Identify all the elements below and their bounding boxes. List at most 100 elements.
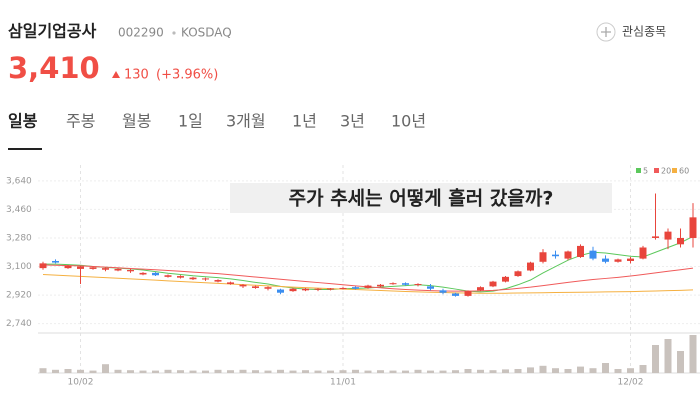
- candle-body: [689, 217, 697, 238]
- volume-bar: [77, 369, 84, 373]
- volume-bar: [102, 364, 109, 373]
- volume-bar: [127, 370, 134, 373]
- candle-body: [477, 287, 484, 291]
- candle-body: [89, 267, 97, 269]
- candle-body: [139, 272, 147, 275]
- candle-body: [427, 286, 434, 289]
- legend-label: 5: [643, 167, 648, 176]
- volume-bar: [639, 365, 647, 373]
- volume-bar: [289, 370, 297, 373]
- candle-body: [227, 282, 234, 284]
- candle-body: [489, 281, 497, 287]
- legend-swatch: [636, 168, 641, 173]
- volume-bar: [402, 370, 409, 373]
- period-tabs: 일봉 주봉 월봉 1일 3개월 1년 3년 10년: [8, 112, 426, 131]
- volume-bar: [614, 369, 622, 373]
- candle-body: [339, 287, 347, 289]
- volume-bar: [189, 370, 197, 373]
- volume-bar: [514, 369, 522, 373]
- candle-body: [414, 283, 422, 285]
- candle-body: [389, 283, 397, 285]
- volume-bar: [464, 369, 472, 373]
- period-tab[interactable]: 일봉: [8, 112, 38, 131]
- volume-bar: [427, 370, 434, 373]
- volume-bar: [539, 365, 547, 373]
- period-tab[interactable]: 월봉: [122, 112, 151, 131]
- x-tick-label: 11/01: [330, 378, 356, 388]
- candle-body: [264, 287, 272, 289]
- candle-body: [302, 288, 309, 291]
- volume-bar: [39, 368, 47, 373]
- candle-body: [552, 254, 559, 257]
- volume-bar: [139, 370, 147, 373]
- candle-body: [664, 231, 672, 240]
- moving-average-line: [43, 235, 694, 293]
- volume-bar: [314, 370, 322, 373]
- candle-body: [77, 266, 84, 269]
- volume-bar: [277, 369, 284, 373]
- y-tick-label: 2,920: [6, 291, 32, 301]
- candle-body: [589, 250, 597, 259]
- y-tick-label: 3,100: [6, 262, 32, 272]
- volume-bar: [602, 363, 609, 373]
- volume-bar: [227, 370, 234, 373]
- candle-body: [464, 291, 472, 296]
- volume-bar: [152, 370, 159, 373]
- y-tick-label: 3,460: [6, 205, 32, 215]
- volume-bar: [589, 368, 597, 373]
- candle-body: [252, 286, 259, 288]
- annotation-box: [230, 183, 612, 213]
- period-tab[interactable]: 1일: [178, 112, 203, 131]
- candle-body: [564, 251, 572, 259]
- volume-bar: [302, 370, 309, 373]
- candle-body: [639, 247, 647, 259]
- volume-bar: [114, 369, 122, 373]
- candle-body: [539, 252, 547, 262]
- candle-body: [439, 290, 447, 293]
- volume-bar: [389, 370, 397, 373]
- candle-body: [577, 245, 584, 258]
- watch-plus: [601, 27, 611, 37]
- watch-button[interactable]: 관심종목: [622, 25, 666, 39]
- y-tick-label: 3,280: [6, 233, 32, 243]
- period-tab[interactable]: 3개월: [226, 112, 266, 131]
- candle-body: [677, 237, 684, 245]
- annotation: 주가 추세는 어떻게 흘러 갔을까?: [289, 187, 554, 210]
- period-tab[interactable]: 3년: [340, 112, 365, 131]
- volume-bar: [552, 368, 559, 373]
- volume-bar: [627, 368, 634, 373]
- volume-bar: [327, 370, 334, 373]
- candle-body: [114, 268, 122, 271]
- volume-bar: [527, 367, 534, 373]
- volume-bar: [689, 335, 697, 373]
- candle-body: [64, 265, 72, 269]
- volume-bar: [564, 369, 572, 373]
- legend-label: 20: [661, 167, 671, 176]
- candle-body: [327, 288, 334, 290]
- candle-body: [239, 284, 247, 287]
- period-tab[interactable]: 1년: [292, 112, 317, 131]
- volume-bar: [489, 370, 497, 373]
- candle-body: [627, 258, 634, 261]
- volume-bar: [64, 369, 72, 373]
- candle-body: [514, 271, 522, 277]
- period-tab[interactable]: 주봉: [66, 112, 95, 131]
- candle-body: [502, 276, 509, 282]
- x-tick-label: 12/02: [618, 378, 644, 388]
- volume-bar: [364, 370, 372, 373]
- period-tab[interactable]: 10년: [391, 112, 426, 131]
- volume-bar: [89, 370, 97, 373]
- volume-bar: [202, 370, 209, 373]
- separator-dot: [172, 31, 176, 35]
- market: KOSDAQ: [181, 26, 232, 40]
- candle-body: [52, 260, 59, 263]
- watch-icon[interactable]: [596, 22, 616, 42]
- volume-bar: [439, 370, 447, 373]
- volume-bar: [339, 370, 347, 373]
- candle-body: [352, 287, 359, 289]
- candle-body: [377, 284, 384, 287]
- candle-body: [152, 272, 159, 276]
- candle-body: [614, 259, 622, 262]
